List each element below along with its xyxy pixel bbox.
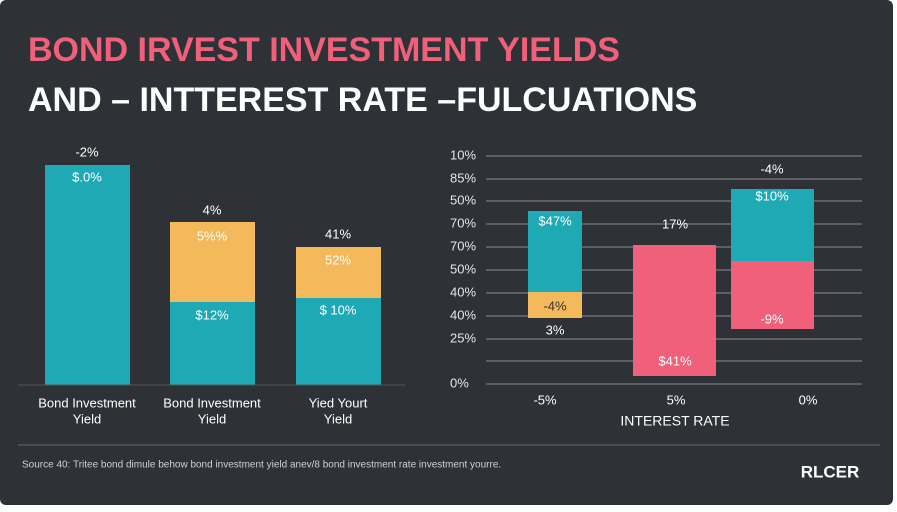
- bar-segment: [731, 189, 814, 261]
- bar-label: 41%: [325, 226, 351, 241]
- category-label: Yield: [198, 411, 226, 426]
- category-label: Bond Investment: [163, 395, 261, 410]
- bar-label: 5%%: [197, 228, 228, 243]
- title-line1: BOND IRVEST INVESTMENT YIELDS: [28, 31, 620, 69]
- bar-segment: [528, 292, 582, 318]
- bar-label: 4%: [203, 202, 222, 217]
- bar-segment: [528, 211, 582, 292]
- axis-title: INTEREST RATE: [620, 413, 729, 429]
- axis-label: 10%: [450, 147, 476, 162]
- bar-label: 17%: [662, 216, 688, 231]
- x-label: 5%: [667, 392, 686, 407]
- bar-label: -9%: [760, 311, 784, 326]
- bar-segment: [731, 261, 814, 329]
- bar-label: -4%: [760, 161, 784, 176]
- bar-label: -2%: [75, 144, 99, 159]
- axis-label: 40%: [450, 307, 476, 322]
- bar-label: 3%: [546, 322, 565, 337]
- axis-label: 50%: [450, 261, 476, 276]
- axis-label: 70%: [450, 215, 476, 230]
- bar-label: $12%: [195, 307, 229, 322]
- axis-label: 40%: [450, 284, 476, 299]
- bar-label: -4%: [543, 298, 567, 313]
- bar-label: $.0%: [72, 169, 102, 184]
- bar: [633, 245, 716, 376]
- source-note: Source 40: Tritee bond dimule behow bond…: [22, 460, 501, 471]
- title-line2: AND – INTTEREST RATE –FULCUATIONS: [28, 81, 697, 119]
- bar-label: $10%: [755, 188, 789, 203]
- bar-segment: [296, 298, 381, 385]
- bar-segment: [170, 222, 255, 302]
- logo: RLCER: [801, 462, 860, 481]
- axis-label: 25%: [450, 330, 476, 345]
- category-label: Yield: [324, 411, 352, 426]
- x-label: 0%: [799, 392, 818, 407]
- bar-label: 52%: [325, 252, 351, 267]
- bar-label: $41%: [658, 353, 692, 368]
- axis-label: 70%: [450, 238, 476, 253]
- category-label: Bond Investment: [38, 395, 136, 410]
- bar-label: $47%: [538, 213, 572, 228]
- axis-label: 0%: [450, 375, 469, 390]
- bar-segment: [170, 302, 255, 385]
- bar-label: $ 10%: [320, 302, 357, 317]
- category-label: Yied Yourt: [309, 395, 368, 410]
- axis-label: 85%: [450, 170, 476, 185]
- axis-label: 50%: [450, 192, 476, 207]
- category-label: Yield: [73, 411, 101, 426]
- bar: [45, 165, 130, 385]
- x-label: -5%: [533, 392, 557, 407]
- bar-segment: [296, 247, 381, 298]
